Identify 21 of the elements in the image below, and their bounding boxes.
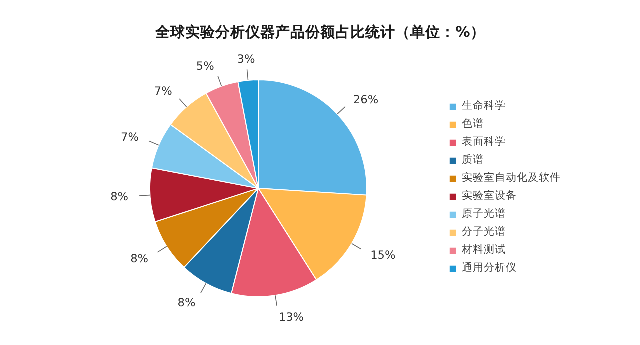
data-label: 13% xyxy=(278,310,304,324)
legend-label: 原子光谱 xyxy=(462,207,506,221)
legend-label: 实验室自动化及软件 xyxy=(462,171,561,185)
legend-label: 实验室设备 xyxy=(462,189,517,203)
data-label: 15% xyxy=(370,248,396,262)
legend-label: 色谱 xyxy=(462,117,484,131)
legend-label: 通用分析仪 xyxy=(462,261,517,275)
data-label: 26% xyxy=(353,92,379,106)
legend-label: 分子光谱 xyxy=(462,225,506,239)
data-label: 8% xyxy=(110,190,129,204)
legend-label: 材料测试 xyxy=(462,243,506,257)
chart-title: 全球实验分析仪器产品份额占比统计（单位：%） xyxy=(154,23,486,41)
data-label: 7% xyxy=(121,130,140,144)
data-label: 8% xyxy=(178,296,196,310)
legend-label: 质谱 xyxy=(462,153,484,167)
legend-label: 表面科学 xyxy=(462,135,506,149)
data-label: 8% xyxy=(130,251,149,266)
data-label: 7% xyxy=(154,84,173,98)
legend-label: 生命科学 xyxy=(462,99,506,113)
data-label: 3% xyxy=(237,52,256,66)
data-label: 5% xyxy=(196,58,215,73)
